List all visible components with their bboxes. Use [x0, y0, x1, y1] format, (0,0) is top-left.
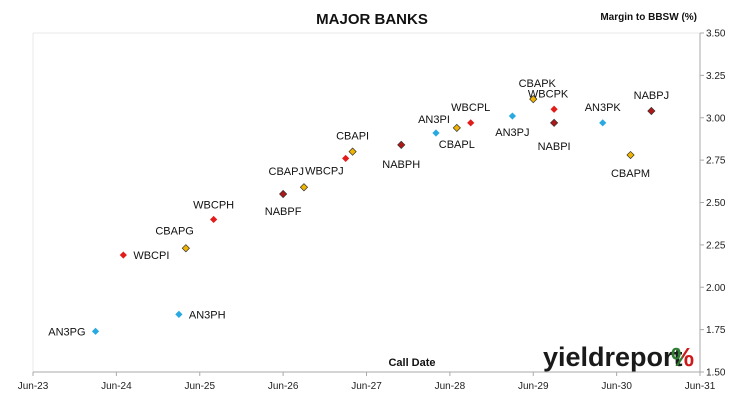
point-label-wbcpl: WBCPL	[451, 102, 490, 114]
data-point-wbcpl	[467, 119, 475, 127]
data-point-an3pj	[508, 112, 517, 120]
data-point-an3pg	[91, 327, 100, 335]
point-label-cbapi: CBAPI	[336, 131, 369, 143]
point-label-nabph: NABPH	[382, 159, 420, 171]
data-point-cbapm	[626, 150, 635, 160]
point-label-cbapk: CBAPK	[519, 78, 557, 90]
point-label-wbcpk: WBCPK	[528, 88, 569, 100]
data-point-wbcph	[210, 215, 218, 224]
data-point-an3ph	[175, 310, 183, 318]
data-point-an3pk	[599, 119, 607, 127]
data-point-cbapk	[529, 95, 538, 104]
point-label-wbcph: WBCPH	[193, 199, 234, 211]
point-label-an3pg: AN3PG	[48, 326, 85, 338]
point-label-nabpj: NABPJ	[634, 90, 669, 102]
x-tick-label: Jun-26	[268, 381, 299, 392]
point-label-cbapj: CBAPJ	[269, 166, 304, 178]
data-point-an3pi	[432, 129, 440, 137]
y-tick-label: 1.50	[706, 368, 726, 379]
y-axis-label: Margin to BBSW (%)	[600, 12, 697, 23]
x-tick-label: Jun-27	[351, 381, 382, 392]
data-points: AN3PG AN3PH AN3PI AN3PJ AN3PK WBCPI WBCPH WBCPJ…	[48, 78, 669, 338]
point-label-nabpi: NABPI	[538, 141, 571, 153]
data-point-wbcpi	[119, 251, 127, 259]
chart-title: MAJOR BANKS	[316, 11, 428, 28]
y-tick-label: 3.50	[706, 29, 726, 40]
data-point-nabpf	[279, 189, 288, 199]
x-tick-label: Jun-29	[518, 381, 549, 392]
y-tick-label: 2.75	[706, 156, 726, 167]
y-tick-label: 2.50	[706, 198, 726, 209]
yieldreport-logo: yieldreport %	[543, 342, 694, 372]
x-axis-ticks: Jun-23 Jun-24 Jun-25 Jun-26 Jun-27 Jun-28 Jun-…	[18, 372, 716, 392]
point-label-an3pk: AN3PK	[585, 102, 622, 114]
x-tick-label: Jun-25	[184, 381, 215, 392]
point-label-cbapm: CBAPM	[611, 168, 650, 180]
data-point-nabpi	[549, 118, 559, 127]
x-tick-label: Jun-23	[18, 381, 49, 392]
data-point-cbapi	[348, 147, 357, 156]
logo-percent-symbol: %	[671, 342, 694, 372]
x-tick-label: Jun-24	[101, 381, 132, 392]
data-point-wbcpj	[342, 154, 350, 163]
y-tick-label: 2.00	[706, 283, 726, 294]
point-label-an3ph: AN3PH	[189, 309, 226, 321]
x-tick-label: Jun-31	[685, 381, 716, 392]
data-point-cbapl	[452, 123, 461, 133]
data-point-nabph	[397, 140, 406, 149]
data-point-cbapj	[299, 183, 309, 192]
point-label-wbcpj: WBCPJ	[305, 165, 344, 177]
x-tick-label: Jun-28	[435, 381, 466, 392]
x-tick-label: Jun-30	[601, 381, 632, 392]
point-label-wbcpi: WBCPI	[133, 250, 169, 262]
point-label-nabpf: NABPF	[265, 206, 302, 218]
data-point-cbapg	[181, 244, 190, 253]
y-axis-ticks: 1.50 1.75 2.00 2.25 2.50 2.75 3.00 3.25 3.50	[700, 29, 726, 379]
point-label-cbapg: CBAPG	[155, 225, 194, 237]
y-tick-label: 1.75	[706, 325, 726, 336]
point-label-cbapl: CBAPL	[439, 139, 475, 151]
y-tick-label: 3.25	[706, 71, 726, 82]
data-point-nabpj	[647, 106, 656, 116]
data-point-wbcpk	[550, 105, 558, 113]
point-label-an3pi: AN3PI	[418, 114, 450, 126]
point-label-an3pj: AN3PJ	[495, 127, 529, 139]
y-tick-label: 2.25	[706, 240, 726, 251]
x-axis-label: Call Date	[388, 357, 435, 369]
logo-wordmark: yieldreport	[543, 342, 683, 372]
y-tick-label: 3.00	[706, 113, 726, 124]
